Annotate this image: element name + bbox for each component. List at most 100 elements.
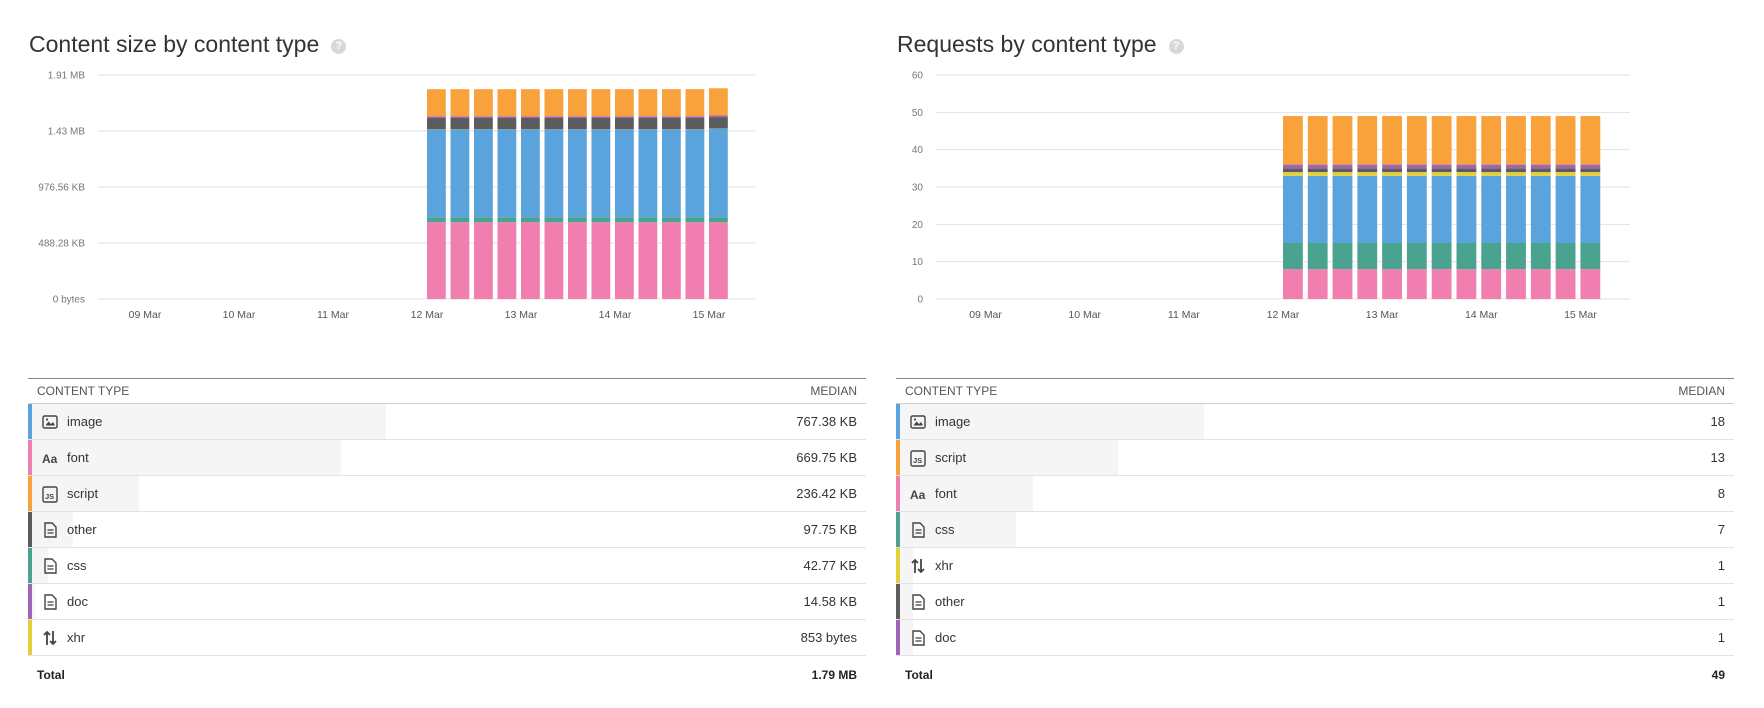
bar-segment-image[interactable] [1357,175,1378,243]
bar-segment-image[interactable] [1506,175,1526,243]
bar-segment-font[interactable] [427,222,446,299]
bar-segment-css[interactable] [1332,243,1353,270]
bar-segment-css[interactable] [1307,243,1328,270]
table-row[interactable]: xhr 853 bytes [28,620,866,656]
table-row[interactable]: other 97.75 KB [28,512,866,548]
table-row[interactable]: doc 1 [896,620,1734,656]
bar-segment-other[interactable] [1580,168,1601,173]
bar-segment-font[interactable] [1481,269,1502,299]
bar-segment-css[interactable] [1357,243,1378,270]
bar-segment-image[interactable] [497,129,517,218]
bar-segment-doc[interactable] [1580,164,1601,169]
bar-segment-image[interactable] [1431,175,1452,243]
bar-segment-image[interactable] [1555,175,1576,243]
bar-segment-image[interactable] [568,129,587,218]
table-row[interactable]: css 7 [896,512,1734,548]
bar-segment-css[interactable] [427,217,446,223]
bar-segment-script[interactable] [1456,116,1477,165]
bar-segment-css[interactable] [685,217,705,223]
help-icon[interactable]: ? [331,39,347,54]
bar-segment-css[interactable] [1406,243,1427,270]
table-row[interactable]: other 1 [896,584,1734,620]
bar-segment-font[interactable] [685,222,705,299]
bar-segment-other[interactable] [1382,168,1402,173]
bar-segment-other[interactable] [662,117,681,130]
bar-segment-doc[interactable] [1357,164,1378,169]
table-row[interactable]: image 767.38 KB [28,404,866,440]
bar-segment-other[interactable] [568,117,587,130]
bar-segment-font[interactable] [568,222,587,299]
bar-segment-font[interactable] [591,222,611,299]
bar-segment-xhr[interactable] [1406,172,1427,176]
bar-segment-script[interactable] [1382,116,1402,165]
bar-segment-script[interactable] [450,89,470,117]
bar-segment-script[interactable] [1357,116,1378,165]
bar-segment-css[interactable] [615,217,634,223]
bar-segment-image[interactable] [544,129,564,218]
bar-segment-css[interactable] [638,217,658,223]
bar-segment-image[interactable] [709,128,728,218]
bar-segment-script[interactable] [615,89,634,117]
bar-segment-font[interactable] [615,222,634,299]
bar-segment-xhr[interactable] [1481,172,1502,176]
bar-segment-doc[interactable] [544,116,564,118]
bar-segment-image[interactable] [1283,175,1303,243]
bar-segment-css[interactable] [497,217,517,223]
bar-segment-script[interactable] [685,89,705,117]
bar-segment-font[interactable] [521,222,540,299]
bar-segment-css[interactable] [662,217,681,223]
bar-segment-css[interactable] [474,217,493,223]
bar-segment-image[interactable] [521,129,540,218]
bar-segment-css[interactable] [1382,243,1402,270]
bar-segment-font[interactable] [1382,269,1402,299]
bar-segment-doc[interactable] [1530,164,1551,169]
bar-segment-image[interactable] [662,129,681,218]
bar-segment-doc[interactable] [521,116,540,118]
bar-segment-font[interactable] [1555,269,1576,299]
bar-segment-image[interactable] [591,129,611,218]
bar-segment-script[interactable] [662,89,681,117]
bar-segment-script[interactable] [474,89,493,117]
column-header-content-type[interactable]: CONTENT TYPE [905,384,998,398]
bar-segment-doc[interactable] [474,116,493,118]
bar-segment-script[interactable] [1283,116,1303,165]
bar-segment-image[interactable] [1307,175,1328,243]
bar-segment-doc[interactable] [591,116,611,118]
bar-segment-xhr[interactable] [1283,172,1303,176]
bar-segment-doc[interactable] [685,116,705,118]
bar-segment-image[interactable] [1580,175,1601,243]
bar-segment-doc[interactable] [1481,164,1502,169]
bar-segment-doc[interactable] [1307,164,1328,169]
bar-segment-css[interactable] [709,217,728,223]
bar-segment-other[interactable] [1406,168,1427,173]
bar-segment-other[interactable] [1555,168,1576,173]
bar-segment-font[interactable] [662,222,681,299]
bar-segment-font[interactable] [1530,269,1551,299]
bar-segment-other[interactable] [521,117,540,130]
bar-segment-image[interactable] [1382,175,1402,243]
bar-segment-doc[interactable] [709,115,728,118]
bar-segment-doc[interactable] [1382,164,1402,169]
bar-segment-image[interactable] [1456,175,1477,243]
bar-segment-script[interactable] [1406,116,1427,165]
bar-segment-other[interactable] [638,117,658,130]
bar-segment-css[interactable] [1530,243,1551,270]
bar-segment-font[interactable] [1406,269,1427,299]
bar-segment-script[interactable] [521,89,540,117]
bar-segment-doc[interactable] [615,116,634,118]
table-row[interactable]: JS script 13 [896,440,1734,476]
bar-segment-doc[interactable] [1456,164,1477,169]
bar-segment-script[interactable] [1506,116,1526,165]
bar-segment-xhr[interactable] [1456,172,1477,176]
bar-segment-other[interactable] [497,117,517,130]
bar-segment-other[interactable] [1530,168,1551,173]
bar-segment-image[interactable] [1332,175,1353,243]
table-row[interactable]: JS script 236.42 KB [28,476,866,512]
bar-segment-doc[interactable] [1283,164,1303,169]
bar-segment-script[interactable] [638,89,658,117]
bar-segment-doc[interactable] [497,116,517,118]
bar-segment-other[interactable] [427,117,446,130]
bar-segment-doc[interactable] [1506,164,1526,169]
table-row[interactable]: doc 14.58 KB [28,584,866,620]
bar-segment-script[interactable] [568,89,587,117]
